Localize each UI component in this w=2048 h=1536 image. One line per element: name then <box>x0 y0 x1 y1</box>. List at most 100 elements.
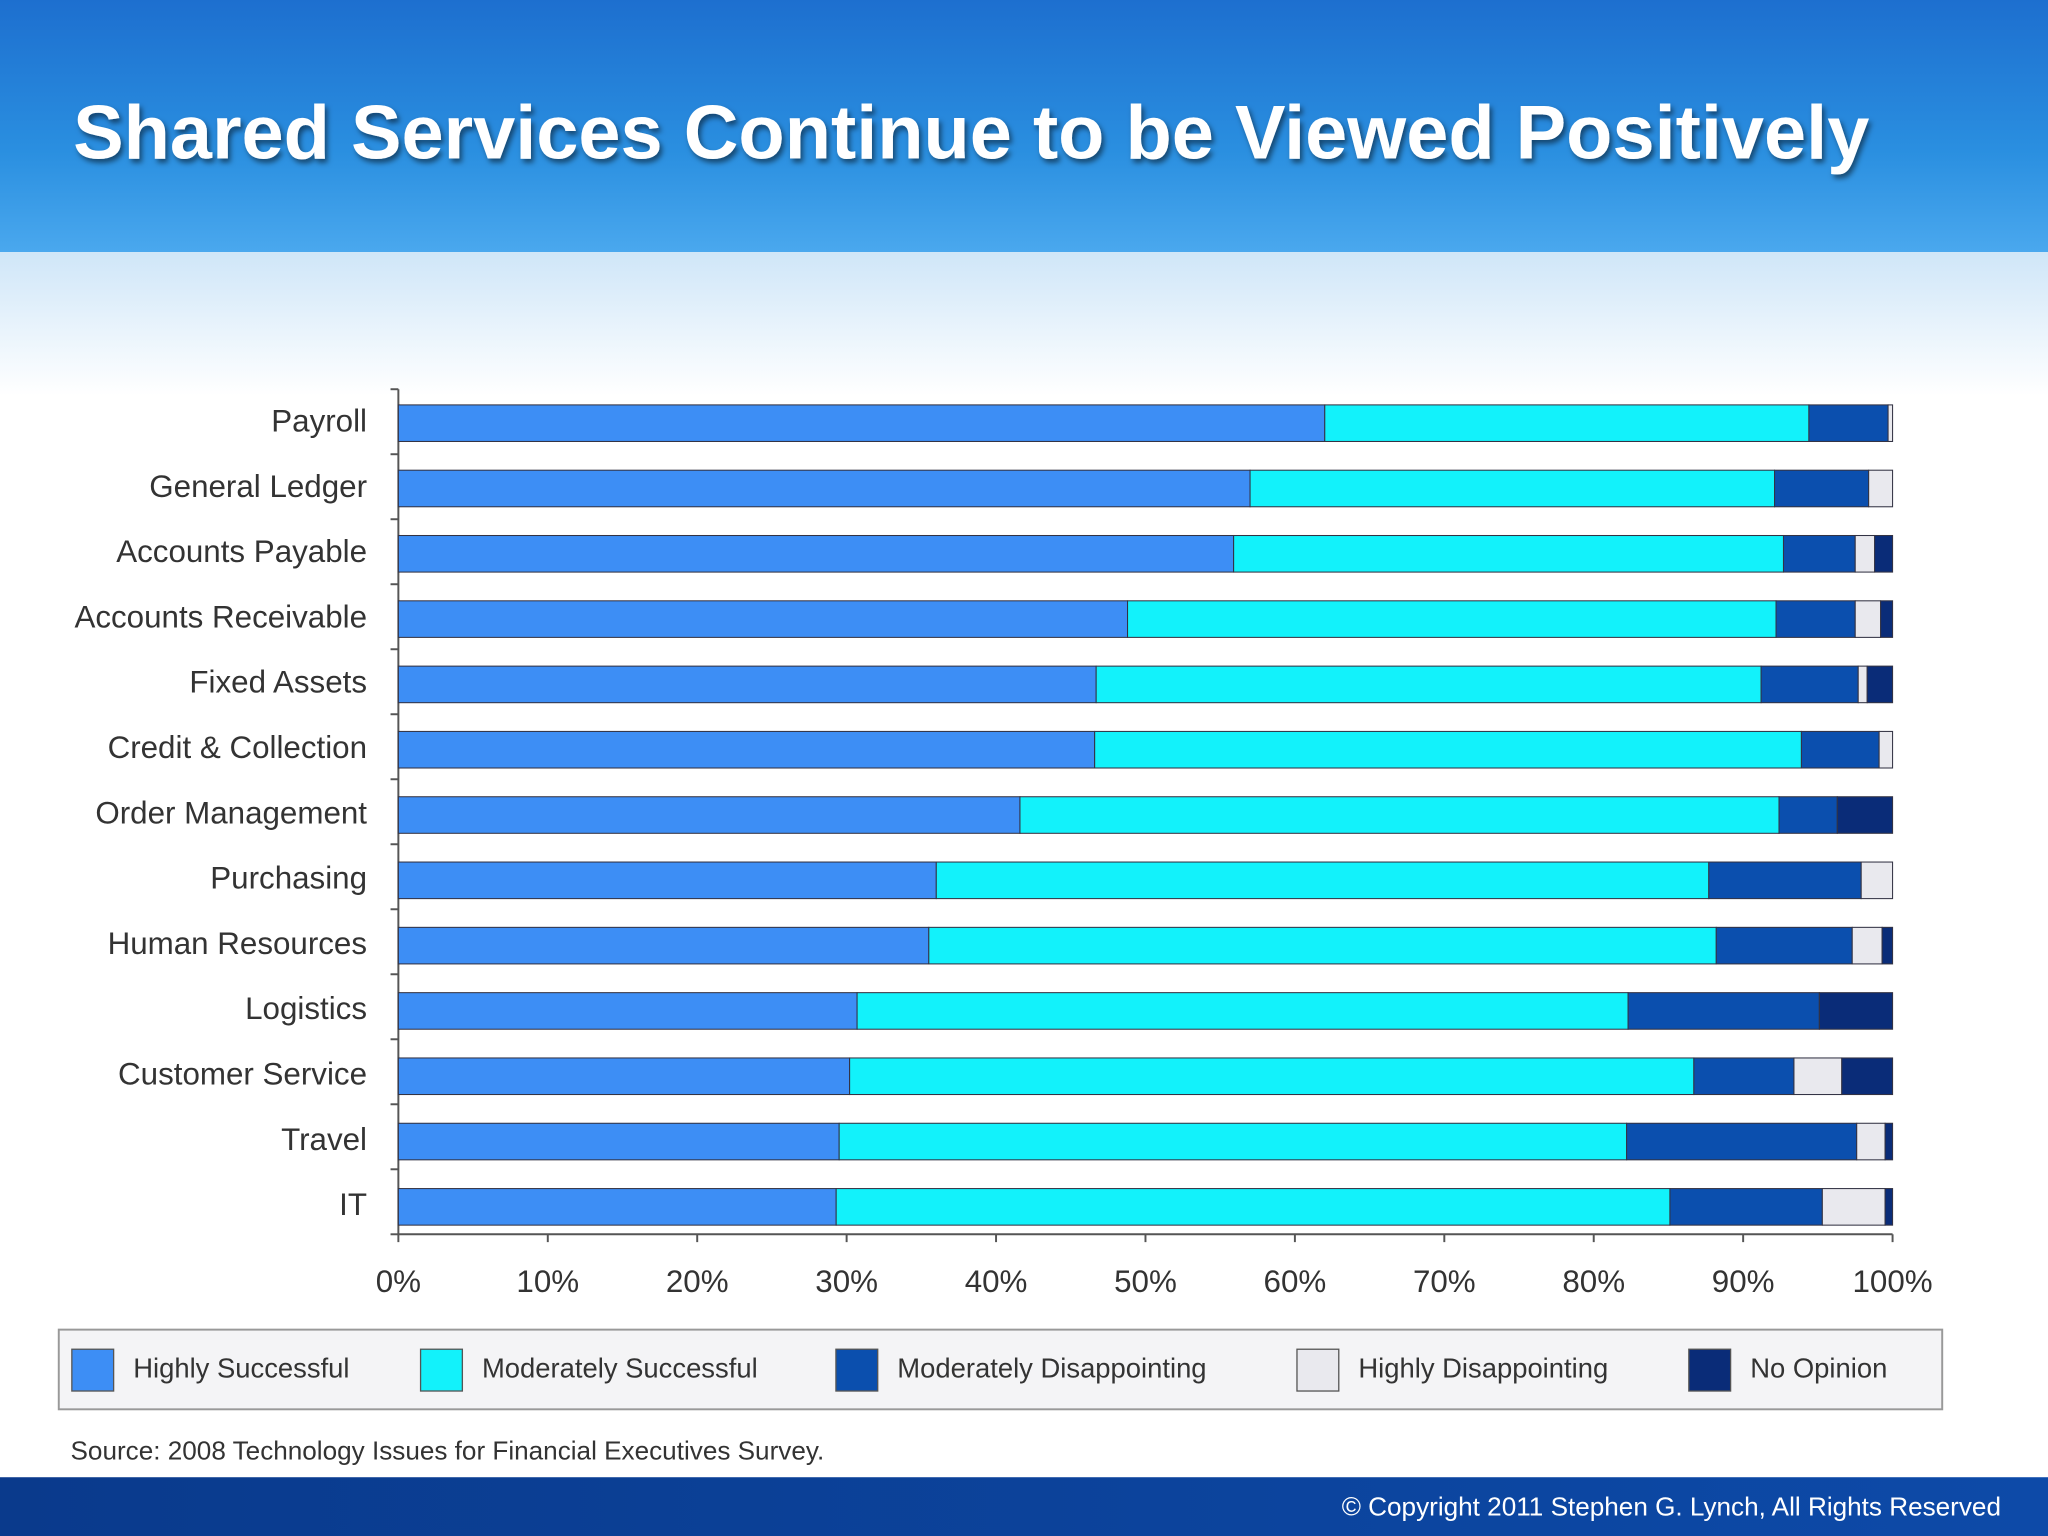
bar-segment <box>1841 1057 1894 1096</box>
bar-segment <box>1715 926 1853 965</box>
bar-segment <box>1854 600 1882 638</box>
bar-segment <box>835 1188 1671 1226</box>
bar-segment <box>397 1122 840 1161</box>
x-tick-label: 70% <box>1413 1264 1476 1299</box>
footer-band <box>0 1477 2048 1536</box>
category-label: Human Resources <box>108 926 367 961</box>
x-tick-label: 30% <box>815 1264 878 1299</box>
bar-segment <box>1851 926 1883 965</box>
bar-segment <box>397 534 1235 573</box>
x-tick-label: 80% <box>1562 1264 1625 1299</box>
bar-segment <box>1854 534 1876 573</box>
bar-segment <box>1249 469 1776 508</box>
category-label: Customer Service <box>118 1057 367 1092</box>
bar-segment <box>1887 404 1894 442</box>
bar-segment <box>397 665 1097 704</box>
source-note: Source: 2008 Technology Issues for Finan… <box>71 1435 825 1465</box>
bar-segment <box>397 1057 851 1096</box>
bar-segment <box>1808 404 1889 442</box>
bar-segment <box>1881 926 1894 965</box>
bar-segment <box>1884 1188 1894 1226</box>
x-tick-label: 50% <box>1114 1264 1177 1299</box>
bar-segment <box>1095 665 1762 704</box>
bar-segment <box>1127 600 1777 638</box>
bar-segment <box>856 992 1629 1030</box>
bar-segment <box>1233 534 1785 573</box>
x-tick-label: 40% <box>965 1264 1028 1299</box>
category-label: Order Management <box>95 795 367 830</box>
bar-segment <box>1836 796 1894 834</box>
legend-swatch <box>1296 1348 1340 1392</box>
bar-segment <box>849 1057 1695 1096</box>
bar-segment <box>1868 469 1894 508</box>
category-label: Logistics <box>245 991 367 1026</box>
header-fade <box>0 252 2048 396</box>
category-label: IT <box>339 1187 367 1222</box>
legend-label: Highly Successful <box>133 1352 349 1383</box>
legend-swatch <box>1688 1348 1732 1392</box>
category-label: Accounts Receivable <box>74 599 367 634</box>
bar-segment <box>1627 992 1820 1030</box>
bar-segment <box>1800 730 1880 769</box>
category-label: Credit & Collection <box>108 730 367 765</box>
bar-segment <box>1669 1188 1823 1226</box>
bar-segment <box>1094 730 1802 769</box>
slide-title: Shared Services Continue to be Viewed Po… <box>73 90 1869 175</box>
x-tick-label: 10% <box>516 1264 579 1299</box>
bar-segment <box>935 861 1710 900</box>
legend-label: Moderately Successful <box>482 1352 758 1383</box>
x-tick-label: 100% <box>1853 1264 1933 1299</box>
legend-label: No Opinion <box>1750 1352 1887 1383</box>
bar-segment <box>1708 861 1862 900</box>
legend-label: Highly Disappointing <box>1358 1352 1608 1383</box>
bar-segment <box>1774 469 1870 508</box>
bar-segment <box>1019 796 1780 834</box>
legend-box <box>57 1328 1944 1411</box>
bar-segment <box>397 1188 837 1226</box>
legend-swatch <box>419 1348 464 1392</box>
x-tick-label: 90% <box>1712 1264 1775 1299</box>
bar-segment <box>1778 796 1838 834</box>
category-label: Fixed Assets <box>189 665 367 700</box>
bar-segment <box>1878 730 1894 769</box>
bar-segment <box>397 730 1096 769</box>
category-label: Travel <box>281 1122 367 1157</box>
bar-segment <box>397 861 937 900</box>
bar-segment <box>1324 404 1810 442</box>
legend-label: Moderately Disappointing <box>897 1352 1206 1383</box>
bar-segment <box>1880 600 1894 638</box>
bar-segment <box>1818 992 1894 1030</box>
bar-segment <box>1857 665 1868 704</box>
bar-segment <box>397 992 858 1030</box>
bar-segment <box>397 404 1326 442</box>
x-tick-label: 20% <box>666 1264 729 1299</box>
bar-segment <box>1693 1057 1795 1096</box>
category-label: Purchasing <box>210 861 367 896</box>
bar-segment <box>1856 1122 1886 1161</box>
bar-segment <box>1793 1057 1843 1096</box>
header-band <box>0 0 2048 253</box>
x-tick-label: 60% <box>1264 1264 1327 1299</box>
bar-segment <box>1866 665 1894 704</box>
copyright: © Copyright 2011 Stephen G. Lynch, All R… <box>1342 1491 2001 1521</box>
bar-segment <box>1884 1122 1894 1161</box>
bar-segment <box>838 1122 1628 1161</box>
bar-segment <box>928 926 1717 965</box>
category-label: Accounts Payable <box>116 534 367 569</box>
bar-segment <box>1860 861 1894 900</box>
bar-segment <box>397 926 930 965</box>
legend-swatch <box>71 1348 115 1392</box>
bar-segment <box>1874 534 1894 573</box>
bar-segment <box>1782 534 1856 573</box>
x-tick-label: 0% <box>376 1264 421 1299</box>
bar-segment <box>397 600 1129 638</box>
category-label: Payroll <box>271 403 367 438</box>
legend-swatch <box>835 1348 879 1392</box>
category-label: General Ledger <box>149 469 367 504</box>
bar-segment <box>397 796 1021 834</box>
bar-segment <box>1775 600 1856 638</box>
bar-segment <box>1760 665 1859 704</box>
bar-segment <box>1821 1188 1886 1226</box>
